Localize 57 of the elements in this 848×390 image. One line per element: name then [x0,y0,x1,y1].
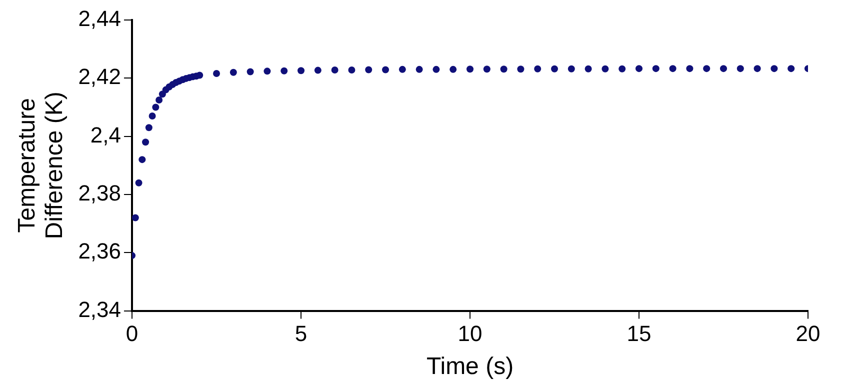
point [602,65,609,72]
point [788,65,795,72]
point [298,67,305,74]
point [483,66,490,73]
point [398,66,406,73]
point [636,65,643,72]
point [246,68,254,76]
x-tick-label: 0 [126,321,138,346]
y-tick-label: 2,36 [78,238,122,264]
point [213,70,220,78]
point [264,68,271,75]
y-axis-title: Temperature Difference (K) [13,92,68,240]
point [450,66,457,73]
point [432,66,440,73]
point [534,65,542,72]
point [416,66,423,73]
point [230,68,237,76]
point [314,66,322,74]
x-axis-title: Time (s) [426,353,514,380]
point [770,65,778,72]
point [720,65,728,72]
point [348,66,356,74]
point [754,65,761,72]
point [466,66,474,73]
point [669,65,676,72]
point [551,65,558,72]
x-tick-label: 20 [796,321,820,346]
point [703,65,710,72]
y-tick-label: 2,34 [78,296,122,322]
y-tick-label: 2,38 [78,180,122,206]
point [584,65,592,72]
point [382,66,390,74]
point [686,65,694,72]
y-tick-label: 2,44 [78,6,122,32]
point [618,65,626,72]
point [145,124,152,132]
point [736,65,744,72]
point [500,66,508,73]
point [365,66,372,74]
point [568,65,575,72]
point [142,138,150,146]
x-tick-label: 15 [626,321,652,346]
point [196,72,204,79]
point [156,96,163,104]
point [138,156,146,164]
point [331,66,338,74]
point [148,112,156,120]
y-tick-label: 2,42 [78,64,122,90]
y-tick-label: 2,4 [90,122,122,148]
x-tick-label: 10 [458,321,482,346]
point [135,179,142,186]
x-tick-label: 5 [294,321,308,346]
point [652,65,660,72]
point [280,67,288,74]
point [132,214,139,222]
point [517,66,524,73]
point [152,104,160,111]
